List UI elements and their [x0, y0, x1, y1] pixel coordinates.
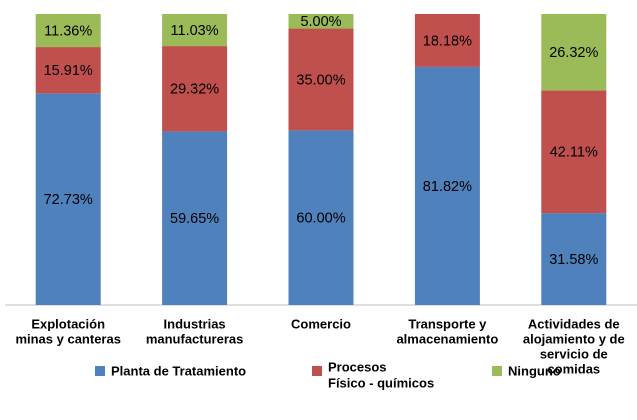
- bar-segment: [288, 14, 354, 29]
- bar-segment: [288, 28, 354, 131]
- data-label: 26.32%: [549, 45, 598, 61]
- x-tick-label: manufactureras: [146, 331, 244, 346]
- data-label: 35.00%: [296, 72, 345, 88]
- bar-segment: [35, 93, 101, 305]
- data-label: 5.00%: [300, 14, 341, 30]
- bar-segment: [162, 14, 228, 47]
- x-tick-label: Comercio: [291, 316, 351, 331]
- data-label: 31.58%: [549, 252, 598, 268]
- legend-label: Ninguno: [508, 363, 561, 378]
- x-tick-label: Transporte y: [408, 316, 487, 331]
- data-label: 42.11%: [550, 145, 598, 161]
- bar-segment: [288, 130, 354, 305]
- data-label: 18.18%: [423, 33, 472, 49]
- bar-segment: [162, 46, 228, 132]
- data-label: 60.00%: [296, 211, 345, 227]
- bar-segment: [541, 213, 607, 305]
- x-tick-label: Industrias: [164, 316, 226, 331]
- legend-swatch: [312, 366, 322, 376]
- data-label: 11.36%: [44, 23, 92, 39]
- data-label: 29.32%: [170, 82, 219, 98]
- x-tick-label: Explotación: [31, 316, 105, 331]
- bar-segment: [162, 131, 228, 305]
- bar-segment: [541, 90, 607, 214]
- x-tick-label: Actividades de: [528, 316, 620, 331]
- bar-segment: [35, 47, 101, 94]
- data-label: 15.91%: [44, 63, 93, 79]
- data-label: 11.03%: [171, 23, 219, 39]
- data-label: 59.65%: [170, 211, 219, 227]
- data-label: 72.73%: [44, 192, 93, 208]
- x-tick-label: almacenamiento: [396, 331, 498, 346]
- bar-segment: [414, 14, 480, 67]
- x-tick-label: alojamiento y de: [523, 331, 625, 346]
- x-tick-label: servicio de: [540, 346, 608, 361]
- legend-swatch: [492, 366, 502, 376]
- x-tick-label: minas y canteras: [15, 331, 121, 346]
- bar-segment: [541, 13, 607, 91]
- bar-segment: [414, 66, 480, 305]
- data-label: 81.82%: [423, 179, 472, 195]
- legend-label: Planta de Tratamiento: [111, 363, 246, 378]
- x-tick-label: comidas: [547, 361, 600, 376]
- legend-label: Procesos: [328, 359, 387, 374]
- legend-swatch: [95, 366, 105, 376]
- legend-label: Físico - químicos: [328, 375, 434, 390]
- bar-segment: [35, 14, 101, 48]
